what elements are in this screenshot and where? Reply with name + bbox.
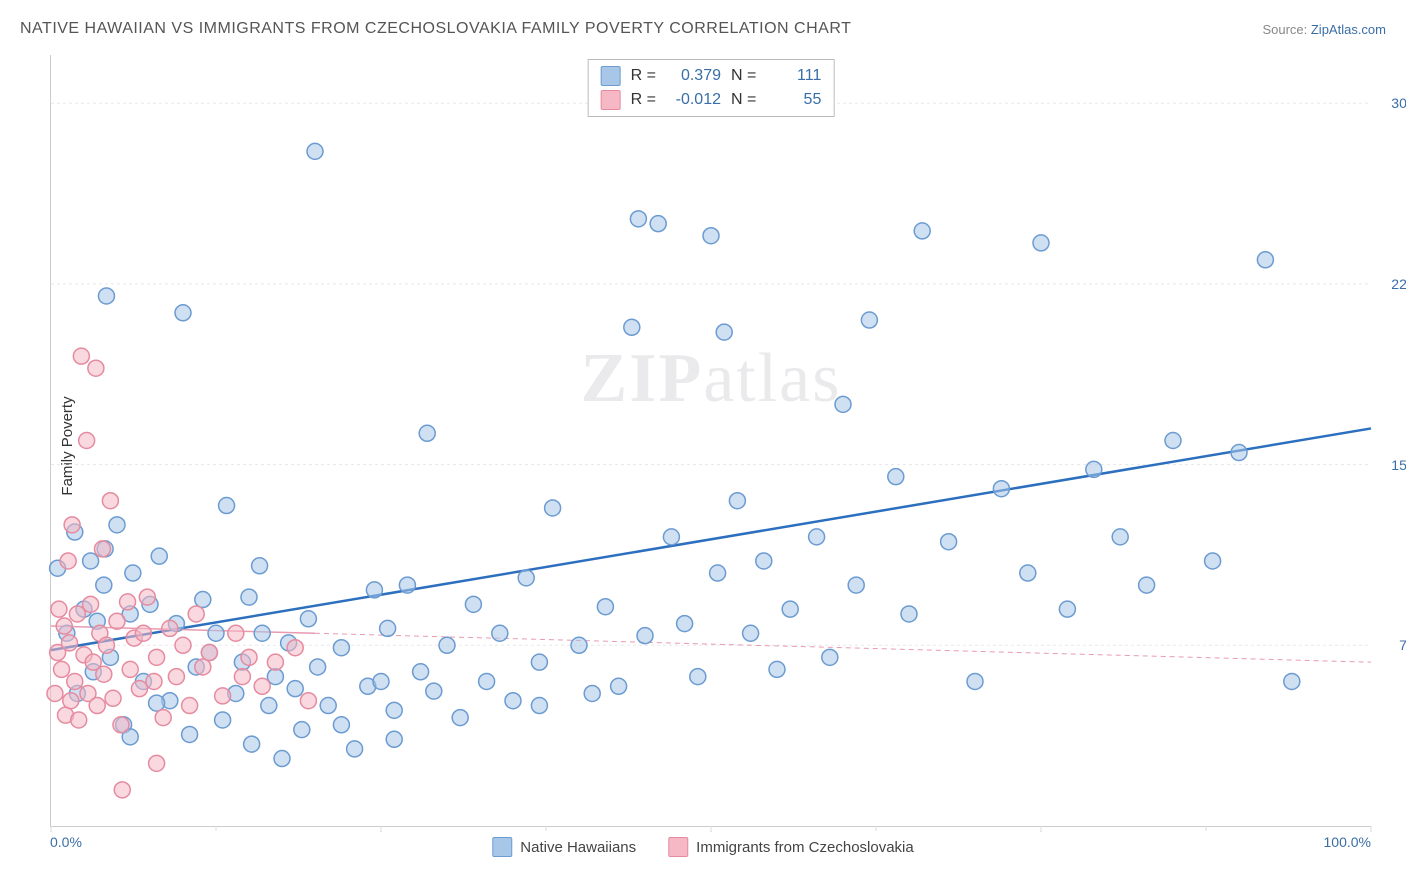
y-tick-label: 30.0%	[1391, 95, 1406, 111]
correlation-legend: R = 0.379 N = 111 R = -0.012 N = 55	[588, 59, 835, 117]
series-legend: Native Hawaiians Immigrants from Czechos…	[492, 837, 913, 857]
n-label: N =	[731, 91, 756, 109]
legend-label: Native Hawaiians	[520, 839, 636, 856]
scatter-plot-svg	[51, 55, 1371, 826]
legend-swatch-pink	[668, 837, 688, 857]
legend-swatch-blue	[492, 837, 512, 857]
r-value: 0.379	[666, 67, 721, 85]
source-prefix: Source:	[1262, 22, 1310, 37]
legend-item-czech: Immigrants from Czechoslovakia	[668, 837, 914, 857]
n-value: 111	[766, 67, 821, 85]
source-credit: Source: ZipAtlas.com	[1262, 22, 1386, 37]
r-label: R =	[631, 67, 656, 85]
n-value: 55	[766, 91, 821, 109]
chart-area: ZIPatlas R = 0.379 N = 111 R = -0.012 N …	[50, 55, 1371, 827]
r-label: R =	[631, 91, 656, 109]
x-tick-label: 100.0%	[1324, 834, 1371, 850]
r-value: -0.012	[666, 91, 721, 109]
legend-label: Immigrants from Czechoslovakia	[696, 839, 914, 856]
legend-row-2: R = -0.012 N = 55	[601, 88, 822, 112]
y-tick-label: 15.0%	[1391, 457, 1406, 473]
y-tick-label: 22.5%	[1391, 276, 1406, 292]
y-tick-label: 7.5%	[1399, 637, 1406, 653]
source-link[interactable]: ZipAtlas.com	[1311, 22, 1386, 37]
x-tick-label: 0.0%	[50, 834, 82, 850]
legend-swatch-pink	[601, 90, 621, 110]
n-label: N =	[731, 67, 756, 85]
legend-item-hawaiians: Native Hawaiians	[492, 837, 636, 857]
chart-title: NATIVE HAWAIIAN VS IMMIGRANTS FROM CZECH…	[20, 20, 851, 38]
legend-row-1: R = 0.379 N = 111	[601, 64, 822, 88]
legend-swatch-blue	[601, 66, 621, 86]
